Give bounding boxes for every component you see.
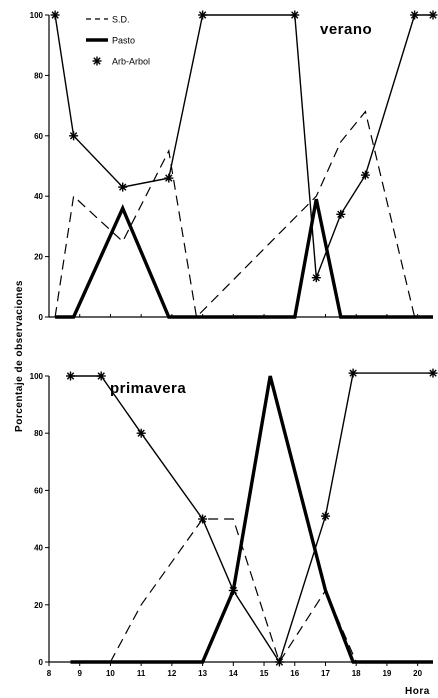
legend-label: Arb-Arbol (112, 57, 150, 67)
y-tick-label: 60 (34, 132, 43, 141)
data-point-arb-arbol (428, 368, 438, 378)
legend-marker-arb-arbol (92, 56, 102, 66)
chart-primavera: primavera 0 20 40 60 80 100 8 9 10 11 12 13 14 15 16 17… (30, 368, 438, 678)
x-tick-label: 10 (106, 669, 115, 678)
data-point-arb-arbol (164, 173, 174, 183)
x-tick-label: 16 (290, 669, 299, 678)
series-line-arb-arbol (70, 372, 433, 664)
y-tick-label: 0 (39, 658, 44, 667)
x-tick-label: 9 (77, 669, 82, 678)
chart-title-primavera: primavera (110, 380, 186, 397)
x-tick-label: 14 (229, 669, 238, 678)
y-tick-label: 40 (34, 544, 43, 553)
chart-verano: verano 0 20 40 60 80 100 S.D. Pasto Arb-Arbol (30, 10, 438, 322)
y-tick-label: 60 (34, 486, 43, 495)
x-tick-label: 8 (47, 669, 52, 678)
x-tick-label: 17 (321, 669, 330, 678)
y-tick-label: 40 (34, 192, 43, 201)
series-line-s-d- (54, 110, 416, 319)
legend-label: Pasto (112, 36, 135, 46)
x-tick-label: 15 (260, 669, 269, 678)
x-tick-label: 13 (198, 669, 207, 678)
x-tick-label: 20 (413, 669, 422, 678)
y-axis-title: Porcentaje de observaciones (14, 280, 25, 432)
data-point-arb-arbol (274, 657, 284, 667)
data-point-arb-arbol (321, 511, 330, 521)
series-line-arb-arbol (54, 14, 433, 278)
x-tick-label: 11 (137, 669, 146, 678)
data-point-arb-arbol (118, 182, 128, 192)
x-tick-label: 18 (352, 669, 361, 678)
series-line-pasto (70, 375, 433, 664)
data-point-arb-arbol (311, 273, 321, 283)
data-point-arb-arbol (290, 10, 300, 20)
series-line-pasto (55, 198, 433, 319)
y-tick-label: 0 (39, 313, 44, 322)
y-tick-label: 100 (30, 11, 44, 20)
data-point-arb-arbol (66, 371, 75, 381)
data-point-arb-arbol (198, 514, 208, 524)
data-point-arb-arbol (348, 368, 358, 378)
data-point-arb-arbol (96, 371, 106, 381)
y-tick-label: 100 (30, 372, 44, 381)
data-point-arb-arbol (69, 131, 79, 141)
data-point-arb-arbol (228, 586, 238, 595)
y-tick-label: 80 (34, 429, 43, 438)
data-point-arb-arbol (410, 10, 420, 20)
legend-label: S.D. (112, 15, 130, 25)
x-tick-label: 12 (167, 669, 176, 678)
y-tick-label: 20 (34, 253, 43, 262)
data-point-arb-arbol (136, 428, 146, 438)
y-tick-label: 20 (34, 601, 43, 610)
x-tick-label: 19 (382, 669, 391, 678)
data-point-arb-arbol (428, 10, 438, 20)
data-point-arb-arbol (50, 10, 60, 20)
chart-title-verano: verano (320, 21, 372, 38)
y-tick-label: 80 (34, 71, 43, 80)
data-point-arb-arbol (198, 10, 208, 20)
x-axis-title: Hora (405, 686, 430, 697)
data-point-arb-arbol (336, 209, 346, 219)
data-point-arb-arbol (360, 170, 370, 180)
